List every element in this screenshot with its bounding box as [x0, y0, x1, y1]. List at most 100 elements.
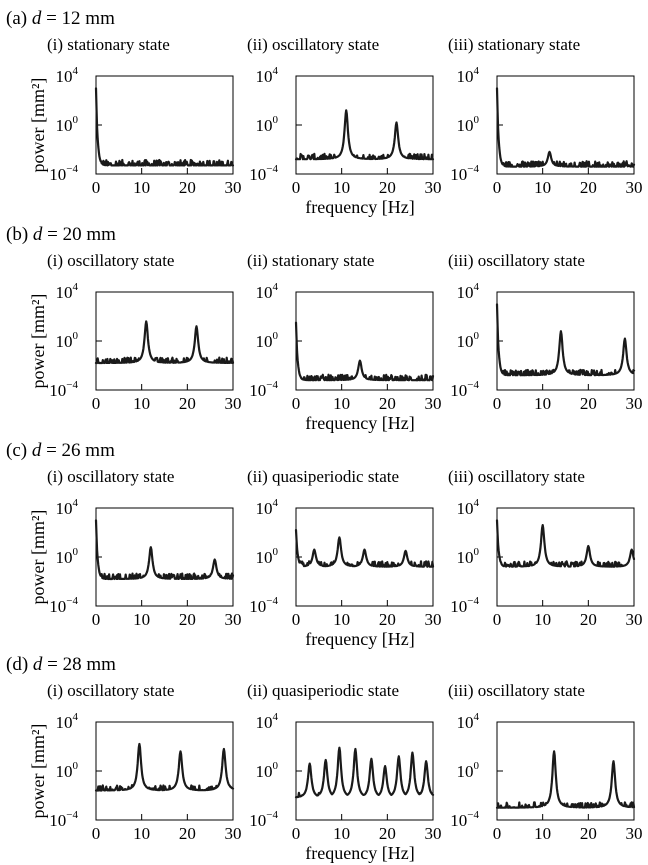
plot-frame — [496, 75, 635, 175]
y-tick-label: 100 — [56, 546, 79, 567]
row-param: d — [33, 654, 43, 675]
x-tick-label: 30 — [626, 824, 643, 843]
y-tick-base: 10 — [457, 283, 474, 302]
x-tick-label: 30 — [626, 178, 643, 197]
plot-frame — [295, 721, 434, 821]
plot-frame — [95, 507, 234, 607]
y-axis-label: power [mm²] — [28, 294, 48, 389]
y-tick-exponent: 0 — [273, 330, 279, 342]
y-tick-label: 100 — [56, 330, 79, 351]
x-tick-label: 0 — [92, 824, 101, 843]
y-tick-label: 100 — [256, 546, 279, 567]
y-tick-base: 10 — [49, 597, 66, 616]
y-tick-exponent: 0 — [73, 114, 79, 126]
x-tick-label: 10 — [333, 178, 350, 197]
y-tick-label: 10−4 — [49, 809, 78, 830]
y-tick-exponent: 0 — [273, 546, 279, 558]
y-tick-exponent: 4 — [73, 65, 79, 77]
y-tick-base: 10 — [450, 381, 467, 400]
row-value: = 26 mm — [41, 440, 115, 461]
panel-subtitle: (ii) quasiperiodic state — [247, 681, 399, 700]
x-tick-label: 30 — [425, 824, 442, 843]
y-tick-base: 10 — [56, 332, 73, 351]
power-spectrum-line — [294, 109, 435, 161]
x-tick-label: 20 — [580, 394, 597, 413]
y-tick-label: 100 — [256, 330, 279, 351]
y-tick-base: 10 — [256, 283, 273, 302]
y-tick-base: 10 — [457, 548, 474, 567]
x-axis-label: frequency [Hz] — [305, 629, 414, 649]
y-tick-base: 10 — [457, 67, 474, 86]
y-tick-exponent: 4 — [73, 711, 79, 723]
row-title: (d) d = 28 mm — [6, 654, 116, 675]
panel-subtitle: (iii) oscillatory state — [448, 251, 585, 270]
x-tick-label: 0 — [92, 610, 101, 629]
y-tick-label: 10−4 — [249, 595, 278, 616]
x-tick-label: 30 — [225, 610, 242, 629]
y-tick-exponent: 0 — [273, 760, 279, 772]
x-tick-label: 10 — [534, 610, 551, 629]
y-tick-exponent: 4 — [474, 281, 480, 293]
panel-subtitle: (iii) oscillatory state — [448, 681, 585, 700]
panel-subtitle: (i) oscillatory state — [47, 251, 174, 270]
y-tick-base: 10 — [256, 499, 273, 518]
x-tick-label: 20 — [179, 610, 196, 629]
y-tick-label: 104 — [457, 711, 480, 732]
y-tick-exponent: 0 — [474, 114, 480, 126]
row-label: (b) — [6, 224, 33, 245]
y-tick-base: 10 — [249, 165, 266, 184]
y-tick-base: 10 — [457, 116, 474, 135]
figure-row-a: (a) d = 12 mm power [mm²] (i) stationary s… — [6, 8, 643, 217]
x-axis-label: frequency [Hz] — [305, 413, 414, 433]
x-tick-label: 0 — [493, 178, 502, 197]
y-tick-base: 10 — [56, 67, 73, 86]
panel-subtitle: (ii) oscillatory state — [247, 35, 379, 54]
y-tick-exponent: −4 — [266, 379, 278, 391]
y-tick-label: 10−4 — [249, 809, 278, 830]
x-tick-label: 20 — [379, 610, 396, 629]
x-tick-label: 20 — [580, 610, 597, 629]
y-tick-base: 10 — [49, 381, 66, 400]
y-tick-label: 104 — [457, 497, 480, 518]
x-tick-label: 30 — [626, 610, 643, 629]
x-axis-label: frequency [Hz] — [305, 197, 414, 217]
x-tick-label: 30 — [225, 824, 242, 843]
y-tick-base: 10 — [256, 67, 273, 86]
y-tick-exponent: 4 — [474, 65, 480, 77]
row-label: (c) — [6, 440, 32, 461]
x-tick-label: 10 — [133, 394, 150, 413]
x-tick-label: 0 — [292, 178, 301, 197]
x-tick-label: 20 — [179, 178, 196, 197]
panel-subtitle: (ii) stationary state — [247, 251, 374, 270]
plot-frame — [496, 507, 635, 607]
y-axis-label: power [mm²] — [28, 78, 48, 173]
y-tick-label: 100 — [256, 114, 279, 135]
y-tick-exponent: −4 — [467, 379, 479, 391]
y-tick-label: 100 — [256, 760, 279, 781]
y-tick-base: 10 — [450, 597, 467, 616]
x-tick-label: 20 — [379, 178, 396, 197]
y-tick-label: 100 — [56, 114, 79, 135]
row-title: (a) d = 12 mm — [6, 8, 115, 29]
x-tick-label: 30 — [225, 178, 242, 197]
y-tick-label: 104 — [457, 65, 480, 86]
panel-subtitle: (i) oscillatory state — [47, 681, 174, 700]
y-tick-label: 100 — [56, 760, 79, 781]
y-tick-base: 10 — [457, 332, 474, 351]
power-spectrum-line — [294, 528, 435, 568]
x-tick-label: 30 — [425, 178, 442, 197]
x-tick-label: 20 — [580, 178, 597, 197]
row-title: (c) d = 26 mm — [6, 440, 115, 461]
x-tick-label: 10 — [133, 610, 150, 629]
x-tick-label: 30 — [425, 394, 442, 413]
y-tick-base: 10 — [457, 713, 474, 732]
y-tick-base: 10 — [249, 597, 266, 616]
row-value: = 20 mm — [42, 224, 116, 245]
y-tick-base: 10 — [256, 116, 273, 135]
y-tick-base: 10 — [56, 762, 73, 781]
